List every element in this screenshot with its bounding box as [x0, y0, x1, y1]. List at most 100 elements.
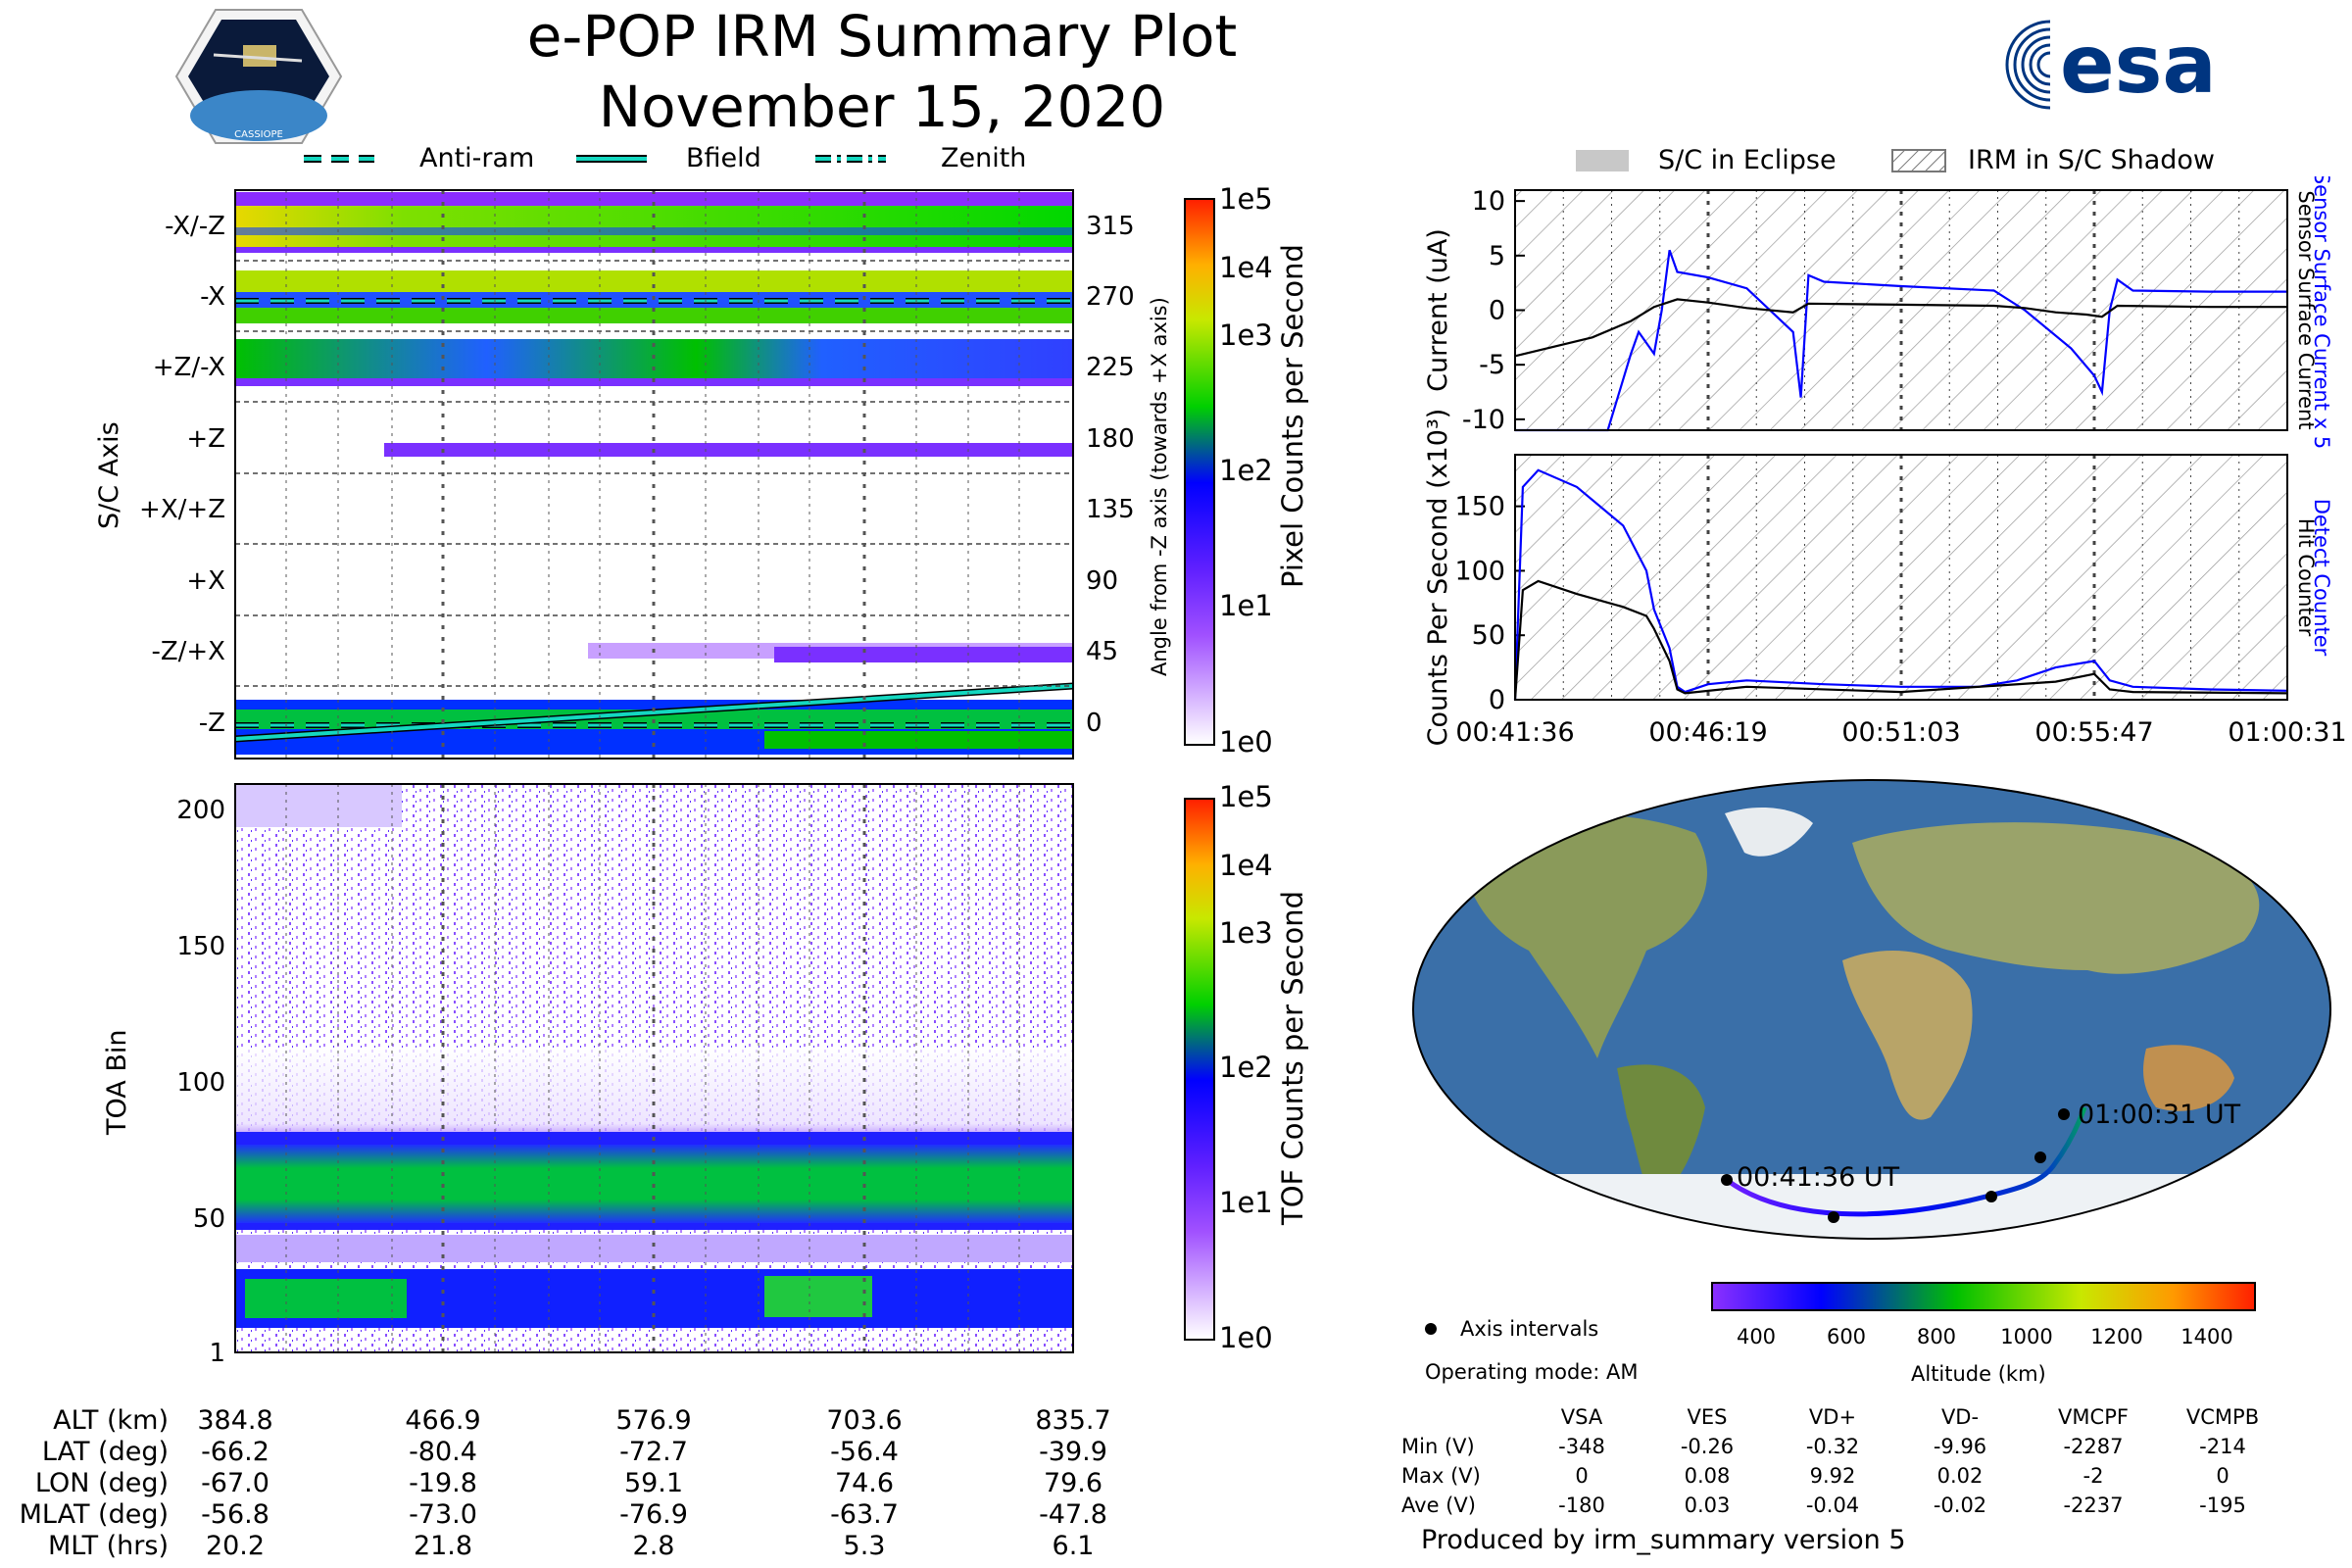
eclipse-swatch — [1576, 149, 1629, 172]
row-label: -X/-Z — [165, 212, 225, 241]
north-america — [1460, 814, 1707, 1058]
voltage-value: 0 — [1575, 1464, 1589, 1488]
cbar1-tick: 1e0 — [1219, 725, 1273, 759]
voltage-value: -9.96 — [1933, 1435, 1987, 1458]
row-label: -Z/+X — [151, 637, 225, 666]
ytick-label: 0 — [1489, 685, 1505, 715]
ephemeris-value: -72.7 — [619, 1437, 688, 1467]
voltage-value: -0.02 — [1933, 1494, 1987, 1517]
cbar1-tick: 1e1 — [1219, 589, 1273, 622]
angle-tick: 90 — [1086, 566, 1118, 596]
time-tick-right: 00:41:36 — [1455, 717, 1574, 748]
cbar1-tick: 1e4 — [1219, 251, 1273, 284]
cbar1-tick: 1e2 — [1219, 454, 1273, 487]
ephemeris-value: -39.9 — [1039, 1437, 1107, 1467]
current-chart: 10 5 0 -5 -10 Current (uA) Sensor Surface Curr… — [1423, 176, 2333, 449]
toa-ytick: 200 — [176, 796, 225, 825]
voltage-value: -180 — [1558, 1494, 1605, 1517]
axis-intervals-legend: Axis intervals — [1425, 1317, 1598, 1341]
series-label-2: Sensor Surface Current — [2294, 190, 2318, 429]
toa-panel: 200 150 100 50 1 TOA Bin 00:41:36 00:46:… — [102, 783, 1074, 1362]
esa-logo-text: esa — [2060, 19, 2217, 112]
ephemeris-value: -47.8 — [1039, 1499, 1107, 1530]
legend-zenith-label: Zenith — [941, 143, 1027, 173]
voltage-column-header: VES — [1687, 1405, 1728, 1429]
voltage-row-label: Min (V) — [1401, 1435, 1475, 1458]
operating-mode: Operating mode: AM — [1425, 1360, 1639, 1384]
ytick-label: 0 — [1489, 296, 1505, 326]
counts-chart: 150 100 50 0 Counts Per Second (x10³) Detect … — [1423, 409, 2333, 747]
ephemeris-value: -73.0 — [409, 1499, 477, 1530]
angle-tick: 180 — [1086, 424, 1135, 454]
ephemeris-value: 6.1 — [1052, 1531, 1095, 1561]
chart-ylabel: Current (uA) — [1423, 228, 1453, 392]
orbit-end-label: 01:00:31 UT — [2078, 1100, 2241, 1130]
legend-shadow: IRM in S/C Shadow — [1891, 145, 2215, 175]
axis-intervals-label: Axis intervals — [1460, 1317, 1599, 1341]
orbit-map: 00:41:36 UT 01:00:31 UT — [1412, 779, 2331, 1240]
pixel-colorbar — [1184, 198, 1215, 746]
plot-date: November 15, 2020 — [598, 74, 1166, 140]
cassiope-logo-text: CASSIOPE — [234, 129, 283, 140]
time-tick-right: 00:46:19 — [1648, 717, 1767, 748]
toa-ylabel: TOA Bin — [102, 1030, 132, 1136]
eurasia — [1852, 822, 2260, 974]
ytick-label: 50 — [1472, 620, 1505, 651]
ytick-label: 10 — [1472, 186, 1505, 217]
voltage-value: -2 — [2082, 1464, 2104, 1488]
ephemeris-value: 703.6 — [826, 1405, 903, 1436]
ytick-label: -10 — [1462, 405, 1505, 435]
altitude-tick: 1400 — [2180, 1325, 2233, 1348]
orbit-start-label: 00:41:36 UT — [1737, 1162, 1900, 1193]
voltage-column-header: VD+ — [1808, 1405, 1857, 1429]
row-label: +X/+Z — [139, 495, 225, 524]
voltage-column-header: VD- — [1940, 1405, 1980, 1429]
interval-marker — [1828, 1211, 1839, 1223]
time-tick-right: 00:55:47 — [2034, 717, 2153, 748]
voltage-column-header: VSA — [1560, 1405, 1603, 1429]
legend-bfield-label: Bfield — [686, 143, 761, 173]
angle-tick: 45 — [1086, 637, 1118, 666]
cbar2-tick: 1e0 — [1219, 1321, 1273, 1354]
altitude-tick: 400 — [1736, 1325, 1777, 1348]
angle-tick: 135 — [1086, 495, 1135, 524]
altitude-tick: 800 — [1916, 1325, 1957, 1348]
ephemeris-value: -19.8 — [409, 1468, 477, 1498]
voltage-value: 0 — [2216, 1464, 2230, 1488]
ephemeris-row-label: LON (deg) — [34, 1468, 169, 1498]
ytick-label: -5 — [1479, 350, 1505, 380]
ephemeris-value: 59.1 — [623, 1468, 684, 1498]
ephemeris-value: 79.6 — [1043, 1468, 1103, 1498]
series-label-1: Detect Counter — [2310, 499, 2333, 657]
sc-axis-ylabel: S/C Axis — [94, 421, 124, 529]
series-label-1: Sensor Surface Current x 5 — [2310, 176, 2333, 449]
ephemeris-value: 466.9 — [405, 1405, 481, 1436]
voltage-value: -348 — [1558, 1435, 1605, 1458]
voltage-row-label: Max (V) — [1401, 1464, 1481, 1488]
ephemeris-value: 2.8 — [632, 1531, 675, 1561]
legend-bfield: Bfield — [576, 143, 761, 173]
ytick-label: 100 — [1454, 556, 1505, 586]
time-tick-right: 00:51:03 — [1841, 717, 1960, 748]
voltage-value: 0.03 — [1684, 1494, 1731, 1517]
ephemeris-value: 835.7 — [1035, 1405, 1111, 1436]
voltage-column-header: VCMPB — [2185, 1405, 2260, 1429]
cbar1-label: Pixel Counts per Second — [1276, 244, 1309, 588]
ytick-label: 5 — [1489, 241, 1505, 271]
ephemeris-row-label: MLT (hrs) — [47, 1531, 169, 1561]
voltage-value: -0.32 — [1805, 1435, 1860, 1458]
voltage-value: 0.08 — [1684, 1464, 1731, 1488]
angle-tick: 0 — [1086, 709, 1102, 738]
voltage-value: 9.92 — [1809, 1464, 1856, 1488]
ephemeris-value: 576.9 — [615, 1405, 692, 1436]
ephemeris-value: 74.6 — [834, 1468, 895, 1498]
ephemeris-value: 21.8 — [413, 1531, 473, 1561]
greenland — [1725, 808, 1813, 857]
axis-interval-dot — [1425, 1323, 1437, 1335]
ephemeris-row-label: LAT (deg) — [41, 1437, 169, 1467]
legend-eclipse: S/C in Eclipse — [1576, 145, 1837, 175]
voltage-value: -2287 — [2063, 1435, 2124, 1458]
toa-ytick: 1 — [209, 1339, 225, 1362]
ytick-label: 150 — [1454, 492, 1505, 522]
